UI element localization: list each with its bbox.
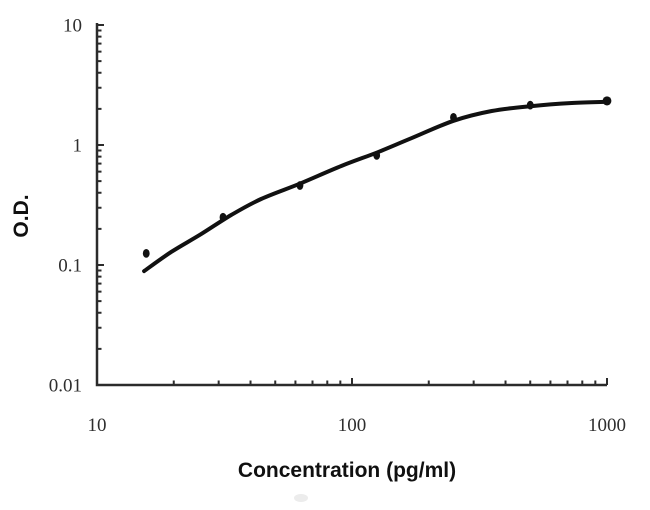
data-point (219, 212, 227, 222)
data-point (450, 112, 457, 122)
data-points (142, 96, 612, 258)
axis-spine (95, 23, 607, 387)
fit-curve-path (142, 99, 609, 274)
y-tick-label: 10 (63, 16, 82, 37)
y-tick-label: 0.01 (49, 376, 82, 397)
data-point (526, 100, 534, 110)
y-tick-label: 1 (73, 136, 83, 157)
data-point (296, 181, 304, 190)
data-point (602, 96, 612, 106)
y-tick-label: 0.1 (58, 256, 82, 277)
tick-labels: 10 100 1000 10 1 0.1 0.01 (49, 16, 626, 437)
x-tick-label: 100 (338, 415, 367, 436)
data-point (373, 150, 381, 160)
watermark-dot (294, 494, 308, 502)
fit-curve (142, 99, 609, 274)
data-point (142, 248, 150, 258)
x-tick-label: 1000 (588, 415, 626, 436)
y-axis-title: O.D. (10, 194, 33, 237)
x-axis-title: Concentration (pg/ml) (238, 459, 456, 482)
plot-axes (95, 23, 608, 387)
x-tick-label: 10 (88, 415, 107, 436)
